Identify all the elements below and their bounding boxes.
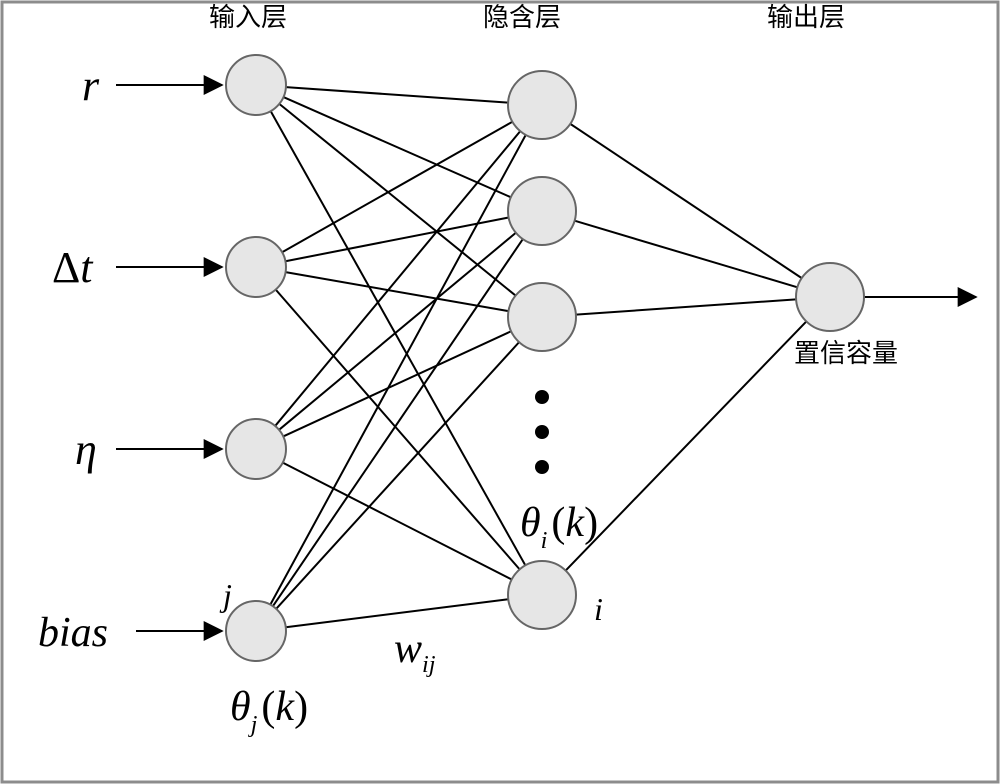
input-node [226, 237, 286, 297]
output-node [796, 263, 864, 331]
hidden-node [508, 177, 576, 245]
nn-diagram: 输入层 隐含层 输出层 r Δt η bias 置信容量 j i wij θj(k) θi(k) [0, 0, 1000, 784]
input-node [226, 419, 286, 479]
j-index-label: j [219, 577, 232, 613]
input-node [226, 601, 286, 661]
output-layer-label: 输出层 [767, 2, 845, 32]
input-layer-label: 输入层 [209, 2, 287, 32]
input-node [226, 55, 286, 115]
hidden-node [508, 561, 576, 629]
weight-label: wij [394, 626, 436, 678]
hidden-layer-label: 隐含层 [483, 2, 561, 32]
i-index-label: i [594, 591, 603, 627]
hidden-node [508, 283, 576, 351]
hidden-node [508, 71, 576, 139]
output-label: 置信容量 [794, 338, 898, 368]
theta-j-label: θj(k) [230, 684, 308, 738]
input-label-in_r: r [82, 61, 100, 110]
theta-i-label: θi(k) [520, 500, 598, 554]
input-label-in_bias: bias [38, 610, 108, 656]
input-label-in_eta: η [75, 425, 97, 474]
input-label-dt: Δt [52, 243, 94, 292]
